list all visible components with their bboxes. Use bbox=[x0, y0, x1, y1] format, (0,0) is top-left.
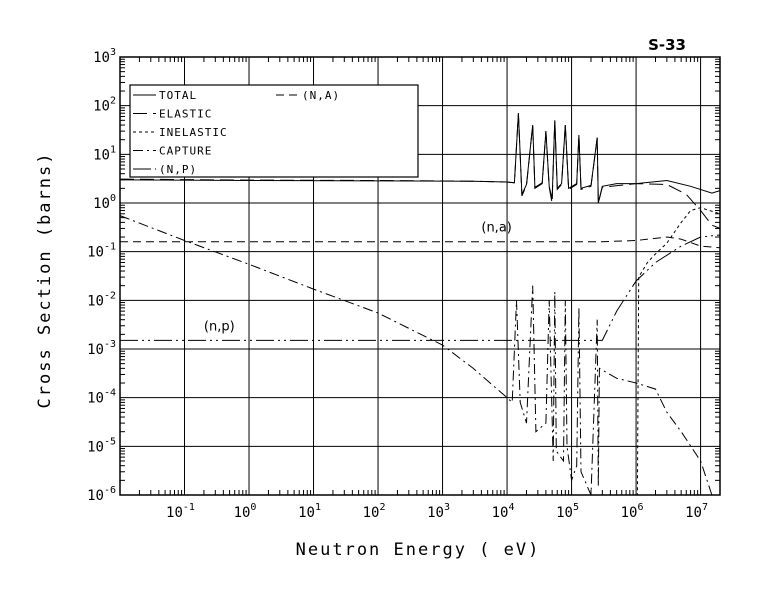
x-tick-label: 106 bbox=[621, 502, 644, 521]
y-tick-label: 10-3 bbox=[87, 339, 116, 358]
x-tick-labels: 10-1 100 101 102 103 104 105 106 107 bbox=[166, 502, 708, 521]
legend-label: (N,A) bbox=[302, 89, 340, 102]
x-tick-label: 101 bbox=[298, 502, 321, 521]
plot-frame bbox=[119, 56, 721, 496]
legend-label: TOTAL bbox=[159, 89, 197, 102]
legend: TOTAL ELASTIC INELASTIC CAPTURE (N,P) (N,A) bbox=[129, 84, 419, 178]
series-capture bbox=[119, 215, 713, 496]
y-tick-label: 102 bbox=[93, 96, 116, 115]
annotation-label: (n,p) bbox=[204, 319, 235, 334]
x-tick-label: 102 bbox=[363, 502, 386, 521]
series-n-a bbox=[120, 236, 721, 249]
y-tick-label: 10-1 bbox=[87, 242, 116, 261]
series-elastic bbox=[119, 113, 721, 229]
y-tick-label: 100 bbox=[93, 193, 116, 212]
y-tick-labels: 103 102 101 100 10-1 10-2 10-3 10-4 10-5 10-6 bbox=[87, 47, 116, 504]
series-n-p bbox=[120, 234, 721, 341]
legend-box bbox=[129, 84, 419, 178]
legend-label: INELASTIC bbox=[159, 126, 228, 139]
x-tick-label: 10-1 bbox=[166, 502, 195, 521]
chart-title: S-33 bbox=[648, 36, 686, 54]
x-axis-label: Neutron Energy ( eV) bbox=[296, 540, 541, 560]
legend-label: CAPTURE bbox=[159, 145, 212, 158]
x-tick-label: 103 bbox=[427, 502, 450, 521]
x-tick-label: 105 bbox=[556, 502, 579, 521]
y-tick-label: 10-5 bbox=[87, 436, 116, 455]
y-tick-label: 103 bbox=[93, 47, 116, 66]
x-tick-label: 107 bbox=[685, 502, 708, 521]
y-tick-label: 101 bbox=[93, 144, 116, 163]
y-tick-label: 10-6 bbox=[87, 485, 116, 504]
y-axis-label: Cross Section (barns) bbox=[35, 152, 55, 409]
annotations: (n,a) (n,p) bbox=[204, 220, 512, 334]
x-tick-label: 104 bbox=[492, 502, 515, 521]
legend-label: (N,P) bbox=[159, 163, 197, 176]
series-inelastic bbox=[636, 207, 721, 496]
y-tick-label: 10-2 bbox=[87, 290, 116, 309]
y-tick-label: 10-4 bbox=[87, 388, 116, 407]
series-layer bbox=[119, 113, 721, 496]
x-tick-label: 100 bbox=[234, 502, 257, 521]
legend-label: ELASTIC bbox=[159, 108, 212, 121]
tick-marks bbox=[120, 57, 721, 495]
annotation-label: (n,a) bbox=[481, 220, 511, 235]
